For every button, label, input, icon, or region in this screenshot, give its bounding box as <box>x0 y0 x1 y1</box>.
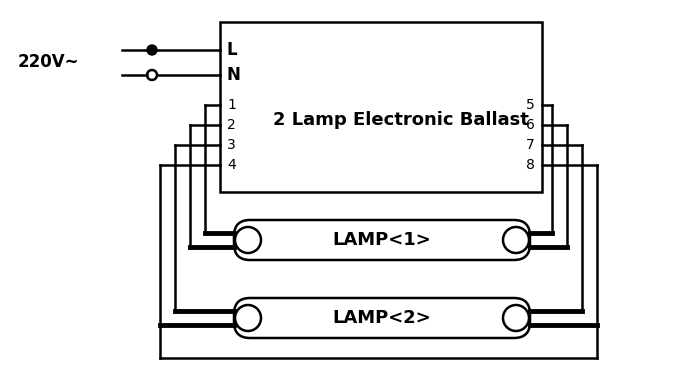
Text: N: N <box>227 66 241 84</box>
Text: 3: 3 <box>227 138 236 152</box>
Text: 8: 8 <box>526 158 535 172</box>
Text: 1: 1 <box>227 98 236 112</box>
Text: L: L <box>227 41 237 59</box>
Text: 220V~: 220V~ <box>18 53 80 71</box>
Text: 4: 4 <box>227 158 236 172</box>
Text: LAMP<2>: LAMP<2> <box>332 309 431 327</box>
Text: 5: 5 <box>526 98 535 112</box>
Text: 2 Lamp Electronic Ballast: 2 Lamp Electronic Ballast <box>273 111 529 129</box>
Text: LAMP<1>: LAMP<1> <box>332 231 431 249</box>
Text: 2: 2 <box>227 118 236 132</box>
Text: 6: 6 <box>526 118 535 132</box>
Bar <box>220 22 542 192</box>
Circle shape <box>147 45 157 55</box>
Text: 7: 7 <box>526 138 535 152</box>
